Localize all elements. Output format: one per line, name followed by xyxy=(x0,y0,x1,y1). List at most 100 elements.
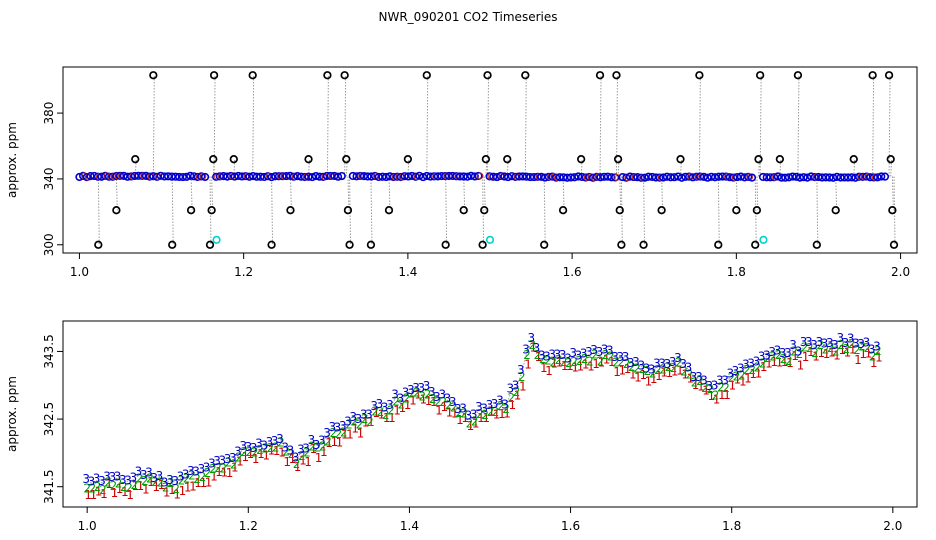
marker-1: 1 xyxy=(189,479,197,493)
marker-1: 1 xyxy=(540,361,548,375)
marker-3: 3 xyxy=(355,412,363,426)
y-tick-label: 342.5 xyxy=(42,402,56,436)
spike-connector xyxy=(344,75,347,177)
marker-1: 1 xyxy=(744,371,752,385)
marker-3: 3 xyxy=(171,474,179,488)
marker-2: 2 xyxy=(633,362,641,376)
marker-2: 2 xyxy=(623,357,631,371)
marker-3: 3 xyxy=(187,464,195,478)
baseline-point xyxy=(781,173,790,182)
spike-point xyxy=(459,206,468,215)
marker-1: 1 xyxy=(514,388,522,402)
marker-1: 1 xyxy=(734,373,742,387)
spike-point xyxy=(481,155,491,164)
marker-2: 2 xyxy=(827,341,835,355)
baseline-point xyxy=(544,172,553,181)
marker-3: 3 xyxy=(847,332,855,346)
marker-1: 1 xyxy=(257,447,265,461)
marker-1: 1 xyxy=(142,483,150,497)
spike-point xyxy=(340,71,349,80)
marker-2: 2 xyxy=(796,347,804,361)
baseline-point xyxy=(540,173,550,182)
baseline-point xyxy=(681,172,690,181)
marker-2: 2 xyxy=(125,481,133,495)
marker-1: 1 xyxy=(383,411,391,425)
marker-3: 3 xyxy=(669,355,677,369)
marker-1: 1 xyxy=(84,488,92,502)
marker-3: 3 xyxy=(213,454,221,468)
marker-3: 3 xyxy=(428,385,436,399)
spike-point xyxy=(186,206,196,215)
plot-frame xyxy=(62,320,918,508)
spike-connector xyxy=(661,176,664,211)
marker-2: 2 xyxy=(89,481,97,495)
marker-3: 3 xyxy=(522,343,530,357)
spike-connector xyxy=(620,176,623,245)
x-tick-label: 2.0 xyxy=(883,519,902,533)
marker-3: 3 xyxy=(506,382,514,396)
spike-point xyxy=(112,206,121,215)
baseline-point xyxy=(814,172,823,182)
marker-1: 1 xyxy=(137,479,145,493)
marker-2: 2 xyxy=(151,475,159,489)
baseline-point xyxy=(278,172,287,181)
marker-1: 1 xyxy=(116,482,124,496)
marker-2: 2 xyxy=(680,365,688,379)
marker-1: 1 xyxy=(168,483,176,497)
marker-1: 1 xyxy=(697,380,705,394)
spike-connector xyxy=(735,176,738,211)
marker-3: 3 xyxy=(161,475,169,489)
marker-2: 2 xyxy=(235,451,243,465)
marker-1: 1 xyxy=(330,435,338,449)
marker-2: 2 xyxy=(738,368,746,382)
marker-3: 3 xyxy=(800,335,808,349)
baseline-point xyxy=(256,172,265,181)
marker-2: 2 xyxy=(120,480,128,494)
marker-2: 2 xyxy=(204,466,212,480)
marker-2: 2 xyxy=(408,387,416,401)
marker-3: 3 xyxy=(250,441,258,455)
marker-1: 1 xyxy=(482,411,490,425)
marker-2: 2 xyxy=(764,351,772,365)
baseline-point xyxy=(703,173,712,182)
marker-1: 1 xyxy=(812,349,820,363)
marker-2: 2 xyxy=(83,482,91,496)
marker-1: 1 xyxy=(100,487,108,501)
marker-2: 2 xyxy=(335,427,343,441)
marker-2: 2 xyxy=(199,470,207,484)
spike-point xyxy=(478,240,487,249)
marker-3: 3 xyxy=(538,349,546,363)
y-tick-label: 380 xyxy=(42,102,56,125)
marker-2: 2 xyxy=(822,343,830,357)
baseline-point xyxy=(418,172,428,182)
baseline-point xyxy=(367,172,376,181)
baseline-point xyxy=(156,171,165,180)
marker-3: 3 xyxy=(339,419,347,433)
baseline-point xyxy=(729,173,738,182)
marker-3: 3 xyxy=(224,452,232,466)
marker-2: 2 xyxy=(638,362,646,376)
marker-3: 3 xyxy=(726,367,734,381)
marker-2: 2 xyxy=(717,381,725,395)
baseline-point xyxy=(607,173,616,182)
marker-1: 1 xyxy=(713,393,721,407)
marker-2: 2 xyxy=(837,338,845,352)
marker-1: 1 xyxy=(341,427,349,441)
marker-3: 3 xyxy=(747,356,755,370)
marker-3: 3 xyxy=(308,433,316,447)
spike-connector xyxy=(370,176,373,245)
marker-3: 3 xyxy=(852,337,860,351)
baseline-point xyxy=(304,172,313,181)
marker-2: 2 xyxy=(612,355,620,369)
marker-3: 3 xyxy=(616,350,624,364)
marker-2: 2 xyxy=(418,389,426,403)
marker-2: 2 xyxy=(345,418,353,432)
marker-3: 3 xyxy=(585,345,593,359)
marker-3: 3 xyxy=(795,345,803,359)
raw-co2-panel: 1.0 1.2 1.4 1.6 1.8 2.0 300 340 380 approx. ppm xyxy=(5,66,918,279)
marker-3: 3 xyxy=(501,398,509,412)
marker-1: 1 xyxy=(755,366,763,380)
baseline-point xyxy=(152,172,162,181)
marker-2: 2 xyxy=(319,440,327,454)
marker-2: 2 xyxy=(298,449,306,463)
